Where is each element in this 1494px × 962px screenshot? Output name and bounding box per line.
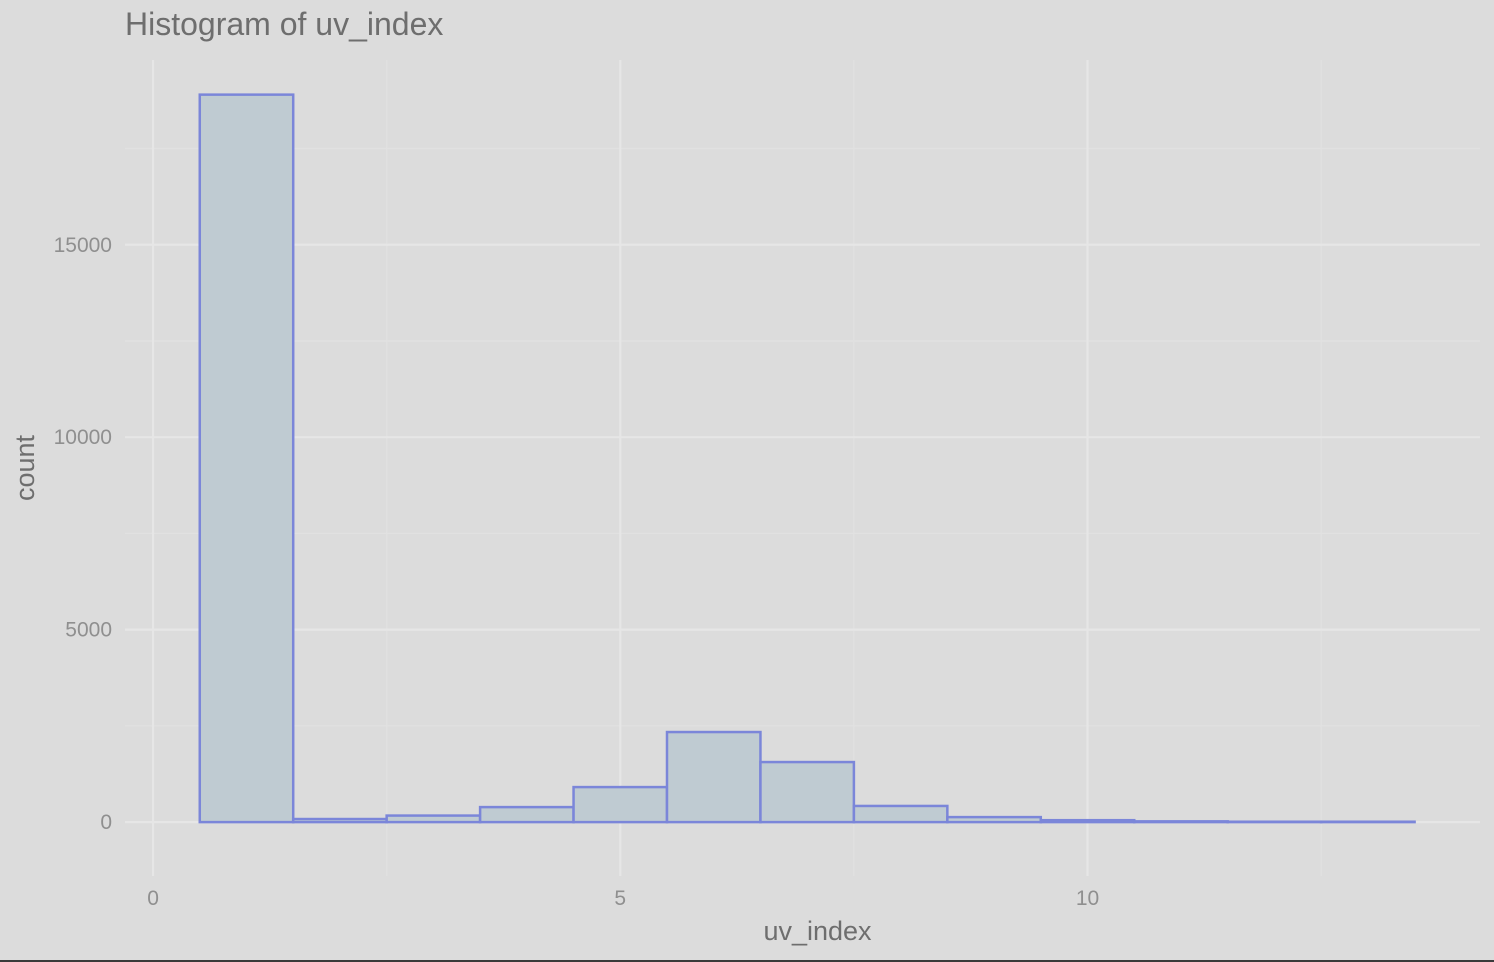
x-tick-label: 10 (1076, 887, 1099, 910)
bottom-border (0, 960, 1494, 962)
histogram-bar (572, 785, 669, 824)
histogram-bar (665, 730, 762, 824)
histogram-bar (478, 805, 575, 824)
x-tick-label: 5 (614, 887, 626, 910)
histogram-bar (1132, 820, 1229, 824)
grid-layer (125, 60, 1480, 876)
histogram-bar (1039, 818, 1136, 824)
bars-layer (198, 93, 1416, 824)
y-tick-label: 10000 (54, 426, 112, 449)
y-tick-label: 0 (100, 811, 112, 834)
histogram-bar (385, 814, 482, 824)
y-tick-label: 15000 (54, 234, 112, 257)
y-tick-label: 5000 (65, 619, 112, 642)
x-tick-labels: 0 5 10 (147, 887, 1099, 910)
chart-title: Histogram of uv_index (125, 6, 444, 42)
histogram-bar (852, 804, 949, 824)
y-tick-labels: 0 5000 10000 15000 (54, 234, 112, 834)
histogram-bar (946, 815, 1043, 824)
x-axis-title: uv_index (763, 916, 872, 946)
histogram-bar (198, 93, 295, 824)
histogram-bar (759, 760, 856, 824)
y-axis-title: count (10, 434, 40, 501)
histogram-bar (291, 817, 388, 824)
x-tick-label: 0 (147, 887, 159, 910)
